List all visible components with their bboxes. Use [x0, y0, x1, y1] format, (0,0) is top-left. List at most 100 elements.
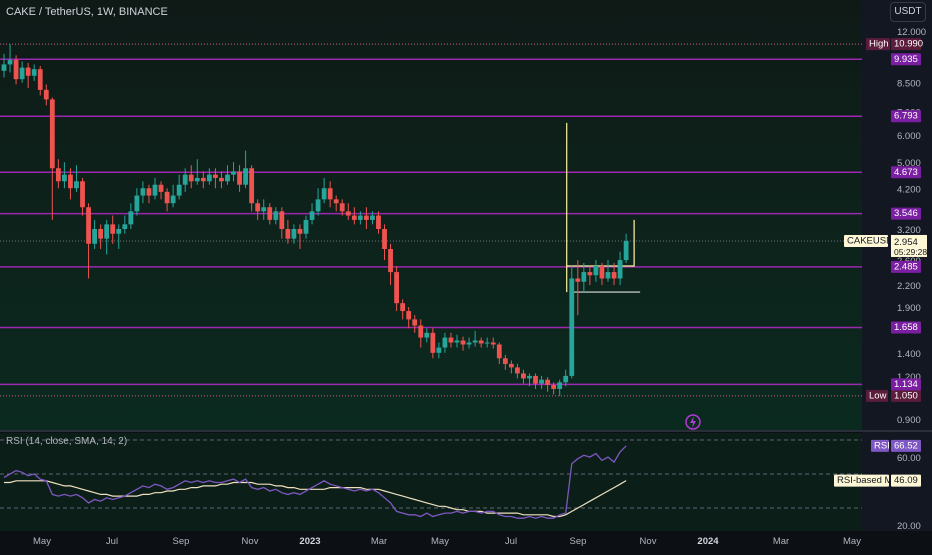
candle-body: [472, 340, 478, 343]
candles: [1, 44, 629, 396]
high-value-bg: [891, 38, 921, 51]
candle-body: [327, 188, 333, 200]
level-label: 1.134: [894, 379, 918, 390]
price-axis-tick: 0.900: [897, 415, 921, 426]
time-axis-label: Sep: [570, 536, 587, 547]
candle-body: [146, 188, 152, 196]
candle-body: [345, 211, 351, 216]
candle-body: [545, 379, 550, 385]
candle-body: [255, 203, 261, 212]
candle-body: [533, 375, 538, 384]
level-label-bg: [891, 260, 921, 273]
candle-body: [581, 272, 587, 282]
rsi-ma-value-label-bg: [891, 474, 921, 487]
candle-body: [194, 177, 200, 182]
candle-body: [539, 379, 544, 384]
candle-body: [237, 171, 242, 185]
range-box-drawing: [566, 122, 641, 293]
candle-body: [587, 272, 593, 276]
time-axis-label: Mar: [773, 536, 789, 547]
candle-body: [273, 211, 279, 220]
high-value: 10.990: [894, 39, 923, 50]
candle-body: [80, 181, 85, 208]
candle-body: [394, 272, 399, 304]
horizontal-levels: [0, 43, 862, 397]
candle-body: [551, 384, 557, 389]
candle-body: [37, 69, 43, 90]
level-label: 2.485: [894, 261, 918, 272]
candle-body: [418, 325, 424, 338]
time-axis-label: May: [431, 536, 449, 547]
candle-body: [43, 89, 49, 100]
candle-body: [285, 228, 291, 239]
candle-body: [309, 211, 315, 220]
candle-body: [219, 177, 224, 182]
candle-body: [134, 195, 140, 212]
candle-body: [74, 181, 79, 189]
rsi-axis-tick: 20.00: [897, 521, 921, 532]
candle-body: [460, 340, 466, 345]
candle-body: [7, 59, 13, 65]
candle-body: [188, 174, 194, 182]
candle-body: [200, 177, 206, 182]
candle-body: [49, 99, 55, 169]
price-axis-tick: 5.000: [897, 158, 921, 169]
symbol-title[interactable]: CAKE / TetherUS, 1W, BINANCE: [6, 6, 168, 18]
candle-body: [164, 191, 170, 204]
candle-body: [261, 207, 267, 212]
price-axis-tick: 2.200: [897, 281, 921, 292]
candle-body: [376, 215, 381, 229]
candle-body: [122, 224, 128, 229]
candle-body: [92, 228, 97, 244]
candle-body: [249, 168, 255, 204]
candle-body: [490, 342, 496, 345]
rsi-indicator-title[interactable]: RSI (14, close, SMA, 14, 2): [6, 436, 128, 447]
candle-body: [569, 278, 575, 376]
time-axis-label: Mar: [371, 536, 387, 547]
candle-body: [110, 224, 116, 234]
candle-body: [55, 168, 61, 182]
time-axis-background: [0, 531, 932, 550]
currency-button[interactable]: USDT: [890, 2, 926, 22]
candle-body: [68, 174, 73, 189]
level-label: 3.546: [894, 208, 918, 219]
current-price-value: 2.954: [894, 237, 918, 248]
level-label-bg: [891, 378, 921, 391]
candle-body: [140, 188, 146, 196]
time-axis-label: Sep: [173, 536, 190, 547]
current-price-bg: [891, 234, 927, 257]
rsi-ma-line: [4, 480, 627, 518]
candle-body: [279, 211, 285, 229]
time-axis: May Jul Sep Nov 2023 Mar May Jul Sep Nov 2024 Mar Ma…: [33, 536, 861, 547]
candle-body: [303, 219, 309, 234]
candle-body: [496, 344, 502, 359]
candle-body: [243, 168, 248, 185]
candle-body: [267, 207, 273, 220]
time-axis-label: May: [33, 536, 51, 547]
candle-body: [351, 215, 357, 220]
candle-body: [291, 228, 297, 239]
candle-body: [86, 207, 91, 244]
candle-body: [593, 265, 599, 276]
price-labels: High 10.990 Low 1.050 9.935 6.793 4.673 3.546 2.…: [834, 38, 927, 487]
candle-body: [502, 358, 508, 364]
current-symbol-label: CAKEUSDT: [847, 235, 899, 246]
candle-body: [170, 195, 176, 204]
rsi-name-label: RSI: [874, 440, 890, 451]
candle-body: [478, 340, 484, 344]
price-axis-tick: 1.400: [897, 349, 921, 360]
candle-body: [182, 174, 188, 185]
current-symbol-label-bg: [844, 234, 888, 247]
rsi-ma-name-label-bg: [834, 474, 889, 487]
price-pane-background: [0, 0, 862, 430]
candle-body: [515, 367, 520, 374]
candle-body: [406, 311, 412, 320]
level-label-bg: [891, 53, 921, 66]
lightning-icon[interactable]: [685, 414, 701, 430]
candle-body: [19, 67, 25, 80]
candle-body: [225, 174, 230, 182]
candle-body: [116, 228, 122, 234]
price-axis-tick: 8.500: [897, 79, 921, 90]
